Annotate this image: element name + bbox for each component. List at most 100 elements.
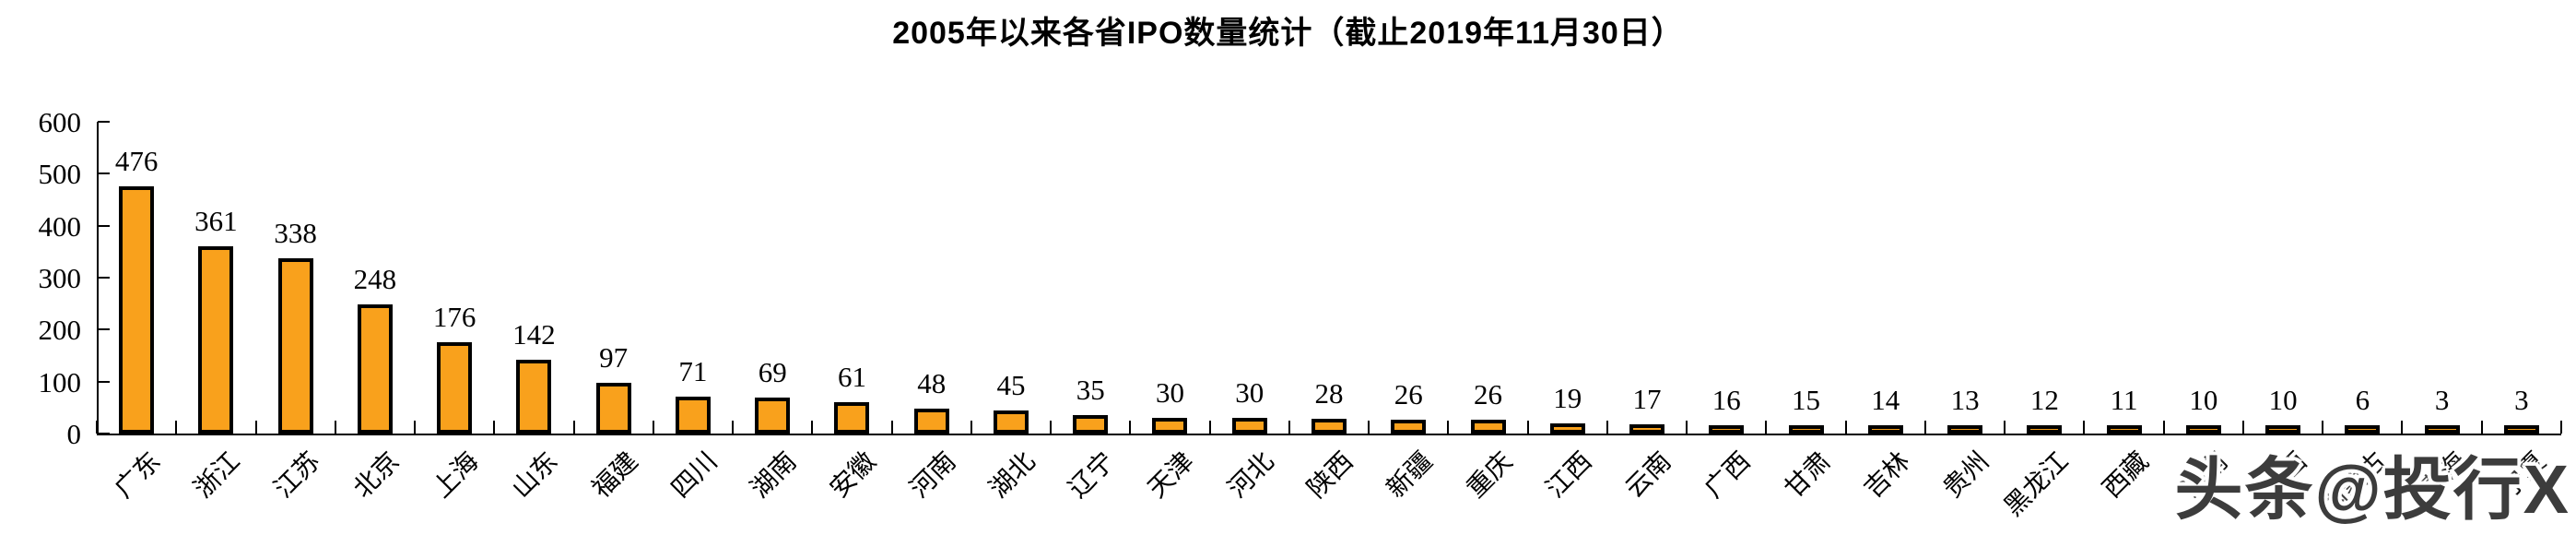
x-axis-tick bbox=[1526, 421, 1529, 434]
bar bbox=[1231, 418, 1267, 434]
x-axis-tick bbox=[970, 421, 972, 434]
x-axis-tick bbox=[572, 421, 575, 434]
bar-value-label: 13 bbox=[1950, 384, 1980, 416]
x-axis-tick bbox=[2560, 421, 2562, 434]
chart-title: 2005年以来各省IPO数量统计（截止2019年11月30日） bbox=[892, 16, 1684, 51]
bar bbox=[1629, 424, 1665, 434]
watermark-text: 头条@投行X bbox=[2174, 451, 2570, 528]
x-axis-tick bbox=[2083, 421, 2086, 434]
bar bbox=[1947, 425, 1983, 434]
bar bbox=[1312, 419, 1347, 434]
y-axis-tick bbox=[98, 224, 110, 227]
bar bbox=[2027, 425, 2063, 434]
x-axis-tick bbox=[732, 421, 735, 434]
bar-value-label: 12 bbox=[2029, 384, 2059, 416]
bar bbox=[516, 360, 552, 434]
bar-value-label: 30 bbox=[1235, 376, 1264, 410]
x-axis-tick bbox=[2322, 421, 2324, 434]
bar bbox=[834, 401, 870, 434]
x-axis-tick bbox=[2004, 421, 2006, 434]
x-axis-tick bbox=[1208, 421, 1211, 434]
bar bbox=[595, 383, 631, 434]
x-axis-tick bbox=[414, 421, 417, 434]
bar-value-label: 10 bbox=[2268, 384, 2298, 416]
x-axis-tick bbox=[1050, 421, 1053, 434]
bar-value-label: 97 bbox=[599, 341, 629, 375]
y-axis-tick bbox=[98, 172, 110, 175]
bar-value-label: 26 bbox=[1474, 378, 1503, 411]
x-axis-tick bbox=[1129, 421, 1132, 434]
x-axis-tick bbox=[1447, 421, 1450, 434]
bar bbox=[1867, 425, 1903, 434]
bar-value-label: 3 bbox=[2514, 384, 2529, 416]
bar bbox=[1152, 418, 1188, 434]
y-axis-tick-label: 500 bbox=[38, 158, 82, 191]
bar bbox=[1549, 423, 1585, 434]
x-axis-tick bbox=[1686, 421, 1688, 434]
x-axis-tick bbox=[254, 421, 257, 434]
bar-value-label: 16 bbox=[1711, 383, 1741, 416]
x-axis-tick bbox=[493, 421, 496, 434]
bar-value-label: 30 bbox=[1155, 376, 1184, 410]
bar bbox=[198, 245, 234, 434]
y-axis-tick-label: 600 bbox=[38, 106, 82, 138]
x-axis-tick bbox=[652, 421, 654, 434]
bar-value-label: 35 bbox=[1076, 374, 1105, 407]
x-axis-line bbox=[97, 434, 2561, 435]
bar bbox=[1391, 420, 1427, 434]
y-axis-tick bbox=[98, 433, 110, 434]
x-axis-tick bbox=[2162, 421, 2165, 434]
bar-value-label: 10 bbox=[2189, 384, 2218, 416]
bar-value-label: 176 bbox=[432, 300, 476, 333]
y-axis-tick-label: 100 bbox=[38, 365, 82, 398]
x-axis-category-label: 广东 bbox=[110, 446, 167, 505]
bar-value-label: 69 bbox=[758, 356, 787, 389]
bar-value-label: 6 bbox=[2355, 384, 2370, 416]
x-axis-tick bbox=[1288, 421, 1290, 434]
x-axis-tick bbox=[96, 421, 98, 434]
bar-value-label: 142 bbox=[512, 318, 556, 351]
bar-value-label: 71 bbox=[678, 355, 708, 387]
x-axis-tick bbox=[811, 421, 814, 434]
bar-value-label: 3 bbox=[2434, 384, 2450, 416]
y-axis-tick bbox=[98, 328, 110, 331]
x-axis-tick bbox=[1844, 421, 1847, 434]
y-axis-tick-label: 0 bbox=[66, 418, 82, 450]
bar-value-label: 338 bbox=[274, 216, 317, 249]
bar bbox=[2265, 425, 2301, 434]
bar bbox=[675, 397, 711, 434]
bar bbox=[2345, 425, 2381, 434]
x-axis-tick bbox=[1765, 421, 1768, 434]
bar bbox=[1073, 415, 1109, 434]
bar-value-label: 248 bbox=[353, 263, 397, 296]
x-axis-tick bbox=[1923, 421, 1926, 434]
bar bbox=[913, 408, 949, 434]
bar bbox=[437, 341, 473, 434]
bar-value-label: 361 bbox=[194, 204, 238, 237]
bar bbox=[2503, 425, 2539, 434]
x-axis-tick bbox=[2480, 421, 2483, 434]
bar bbox=[755, 398, 791, 434]
bar-value-label: 19 bbox=[1553, 382, 1582, 415]
y-axis-tick bbox=[98, 277, 110, 279]
bar-value-label: 26 bbox=[1394, 378, 1423, 411]
y-axis-tick-label: 400 bbox=[38, 209, 82, 243]
bar bbox=[2185, 425, 2221, 434]
x-axis-tick bbox=[1606, 421, 1608, 434]
x-axis-tick bbox=[2401, 421, 2404, 434]
x-axis-tick bbox=[890, 421, 893, 434]
bar-value-label: 11 bbox=[2110, 384, 2138, 416]
bar bbox=[2424, 425, 2460, 434]
x-axis-tick bbox=[1368, 421, 1370, 434]
y-axis-tick-label: 300 bbox=[38, 262, 82, 294]
bar bbox=[277, 257, 313, 434]
bar-value-label: 476 bbox=[114, 144, 159, 177]
y-axis-tick bbox=[98, 380, 110, 383]
x-axis-tick bbox=[334, 421, 336, 434]
y-axis-tick-label: 200 bbox=[38, 314, 82, 347]
bar-value-label: 61 bbox=[837, 360, 866, 393]
x-axis-tick bbox=[2241, 421, 2244, 434]
bar-value-label: 14 bbox=[1871, 384, 1900, 416]
bar-value-label: 17 bbox=[1632, 383, 1662, 416]
